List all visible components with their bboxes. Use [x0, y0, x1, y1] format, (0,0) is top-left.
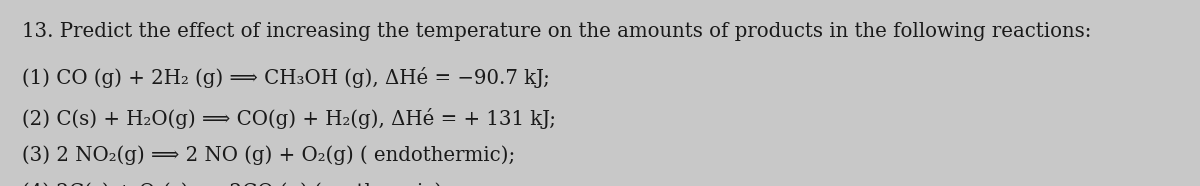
Text: (4) 2C(s) + O₂(s) ⟹ 2CO (g) (exothermic).: (4) 2C(s) + O₂(s) ⟹ 2CO (g) (exothermic)…	[22, 182, 449, 186]
Text: (3) 2 NO₂(g) ⟹ 2 NO (g) + O₂(g) ( endothermic);: (3) 2 NO₂(g) ⟹ 2 NO (g) + O₂(g) ( endoth…	[22, 145, 515, 165]
Text: (2) C(s) + H₂O(g) ⟹ CO(g) + H₂(g), ΔHé = + 131 kJ;: (2) C(s) + H₂O(g) ⟹ CO(g) + H₂(g), ΔHé =…	[22, 108, 556, 129]
Text: (1) CO (g) + 2H₂ (g) ⟹ CH₃OH (g), ΔHé = −90.7 kJ;: (1) CO (g) + 2H₂ (g) ⟹ CH₃OH (g), ΔHé = …	[22, 67, 550, 88]
Text: 13. Predict the effect of increasing the temperature on the amounts of products : 13. Predict the effect of increasing the…	[22, 22, 1091, 41]
